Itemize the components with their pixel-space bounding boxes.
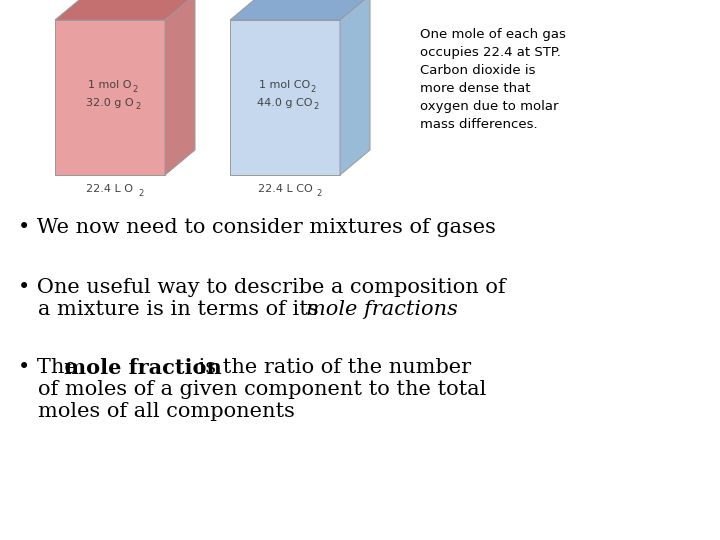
Text: moles of all components: moles of all components <box>38 402 295 421</box>
Text: 44.0 g CO: 44.0 g CO <box>257 98 312 107</box>
Text: 2: 2 <box>135 102 141 111</box>
Text: Carbon dioxide is: Carbon dioxide is <box>420 64 536 77</box>
Text: 2: 2 <box>314 102 319 111</box>
Text: 1 mol O: 1 mol O <box>89 80 132 91</box>
Polygon shape <box>230 20 340 175</box>
Text: 32.0 g O: 32.0 g O <box>86 98 134 107</box>
Text: • We now need to consider mixtures of gases: • We now need to consider mixtures of ga… <box>18 218 496 237</box>
Text: more dense that: more dense that <box>420 82 531 95</box>
Text: • The: • The <box>18 358 84 377</box>
Polygon shape <box>55 20 165 175</box>
Text: • One useful way to describe a composition of: • One useful way to describe a compositi… <box>18 278 505 297</box>
Text: One mole of each gas: One mole of each gas <box>420 28 566 41</box>
Text: 22.4 L O: 22.4 L O <box>86 184 133 194</box>
Text: 2: 2 <box>138 188 143 198</box>
Polygon shape <box>340 0 370 175</box>
Text: 22.4 L CO: 22.4 L CO <box>258 184 312 194</box>
Text: of moles of a given component to the total: of moles of a given component to the tot… <box>38 380 487 399</box>
Text: 1 mol CO: 1 mol CO <box>259 80 310 91</box>
Text: oxygen due to molar: oxygen due to molar <box>420 100 559 113</box>
Text: a mixture is in terms of its: a mixture is in terms of its <box>38 300 325 319</box>
Text: mole fractions: mole fractions <box>306 300 458 319</box>
Text: 2: 2 <box>317 188 322 198</box>
Polygon shape <box>165 0 195 175</box>
Text: 2: 2 <box>132 85 138 94</box>
Text: is the ratio of the number: is the ratio of the number <box>192 358 471 377</box>
Text: occupies 22.4 at STP.: occupies 22.4 at STP. <box>420 46 561 59</box>
Text: 2: 2 <box>310 85 316 94</box>
Text: mass differences.: mass differences. <box>420 118 538 131</box>
Polygon shape <box>55 0 195 20</box>
Text: mole fraction: mole fraction <box>64 358 222 378</box>
Polygon shape <box>230 0 370 20</box>
